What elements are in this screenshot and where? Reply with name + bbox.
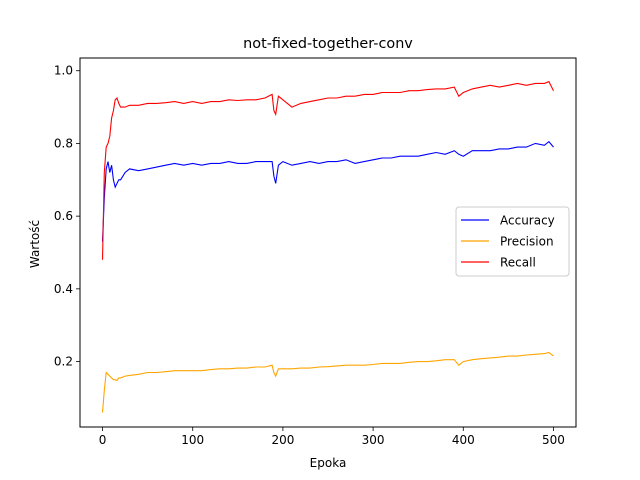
x-tick-label: 100: [181, 433, 204, 447]
x-tick-label: 200: [271, 433, 294, 447]
legend-label-precision: Precision: [500, 235, 554, 249]
chart-title: not-fixed-together-conv: [243, 36, 413, 52]
x-tick-label: 0: [99, 433, 107, 447]
series-line-accuracy: [101, 140, 554, 242]
x-tick-label: 300: [362, 433, 385, 447]
x-tick-label: 500: [542, 433, 565, 447]
plot-frame: [79, 57, 577, 428]
y-tick-label: 0.8: [54, 136, 73, 150]
y-tick-label: 0.4: [54, 282, 73, 296]
legend-label-recall: Recall: [500, 256, 536, 270]
x-axis-label: Epoka: [310, 456, 347, 470]
y-axis: 0.2 0.4 0.6 0.8 1.0: [54, 64, 80, 369]
series-line-recall: [101, 80, 554, 260]
legend-box: [455, 206, 570, 277]
y-tick-label: 0.2: [54, 355, 73, 369]
y-axis-label: Wartość: [28, 220, 42, 268]
legend-label-accuracy: Accuracy: [500, 214, 555, 228]
legend: Accuracy Precision Recall: [455, 206, 570, 277]
y-tick-label: 1.0: [54, 64, 73, 78]
x-tick-label: 400: [452, 433, 475, 447]
x-axis: 0 100 200 300 400 500: [99, 427, 565, 447]
plot-series: [101, 80, 554, 413]
series-line-precision: [101, 351, 554, 413]
y-tick-label: 0.6: [54, 209, 73, 223]
